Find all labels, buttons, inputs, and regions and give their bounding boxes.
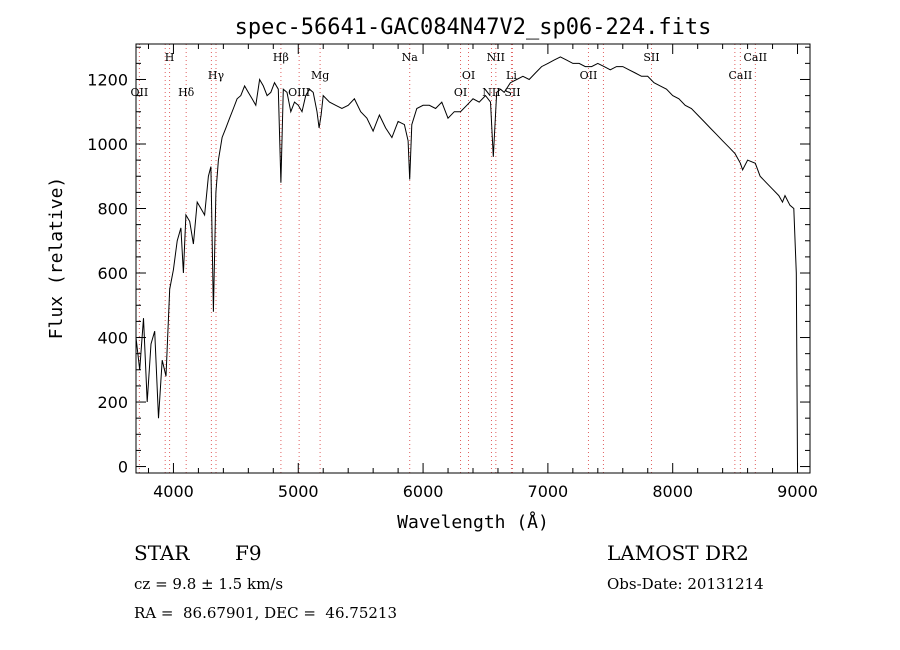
- spectral-line-markers: OIIHHδHγHβOIIIMgNaOIOINIINIILiSIIOIISIIC…: [131, 44, 767, 473]
- object-class: STAR: [134, 541, 190, 565]
- marker-label: Hβ: [273, 51, 289, 64]
- x-tick-label: 9000: [777, 482, 818, 501]
- y-tick-label: 0: [118, 458, 128, 477]
- spectrum-chart: spec-56641-GAC084N47V2_sp06-224.fits OII…: [46, 15, 818, 533]
- y-tick-label: 600: [97, 264, 128, 283]
- marker-label: OII: [580, 69, 598, 82]
- marker-label: SII: [504, 86, 520, 99]
- marker-label: CaII: [743, 51, 767, 64]
- x-tick-label: 6000: [403, 482, 444, 501]
- object-subclass: F9: [235, 541, 262, 565]
- y-tick-label: 1200: [87, 70, 128, 89]
- obs-date: Obs-Date: 20131214: [607, 575, 764, 593]
- marker-label: CaII: [729, 69, 753, 82]
- x-tick-label: 8000: [652, 482, 693, 501]
- marker-label: H: [165, 51, 175, 64]
- x-tick-label: 7000: [528, 482, 569, 501]
- survey-name: LAMOST DR2: [607, 541, 749, 565]
- y-axis-label: Flux (relative): [46, 177, 67, 340]
- x-axis: 4000 5000 6000 7000 8000 9000: [147, 44, 818, 501]
- x-axis-label: Wavelength (Å): [397, 511, 549, 533]
- x-tick-label: 4000: [153, 482, 194, 501]
- y-tick-label: 800: [97, 200, 128, 219]
- redshift-value: cz = 9.8 ± 1.5 km/s: [134, 575, 284, 593]
- marker-label: Na: [402, 51, 419, 64]
- x-tick-label: 5000: [278, 482, 319, 501]
- marker-label: OI: [454, 86, 467, 99]
- marker-label: Hγ: [208, 69, 225, 82]
- marker-label: OI: [462, 69, 475, 82]
- marker-label: OIII: [288, 86, 310, 99]
- marker-label: NII: [487, 51, 505, 64]
- plot-frame: [135, 43, 811, 474]
- marker-label: Hδ: [178, 86, 195, 99]
- marker-label: NII: [482, 86, 500, 99]
- marker-label: SII: [643, 51, 659, 64]
- y-tick-label: 200: [97, 393, 128, 412]
- y-tick-label: 400: [97, 329, 128, 348]
- y-tick-label: 1000: [87, 135, 128, 154]
- y-axis: 0 200 400 600 800 1000 1200: [87, 46, 810, 477]
- spectrum-line: [135, 56, 798, 467]
- marker-label: OII: [131, 86, 149, 99]
- marker-label: Li: [506, 69, 517, 82]
- marker-label: Mg: [311, 69, 329, 82]
- chart-title: spec-56641-GAC084N47V2_sp06-224.fits: [235, 15, 712, 40]
- coordinates: RA = 86.67901, DEC = 46.75213: [134, 604, 398, 622]
